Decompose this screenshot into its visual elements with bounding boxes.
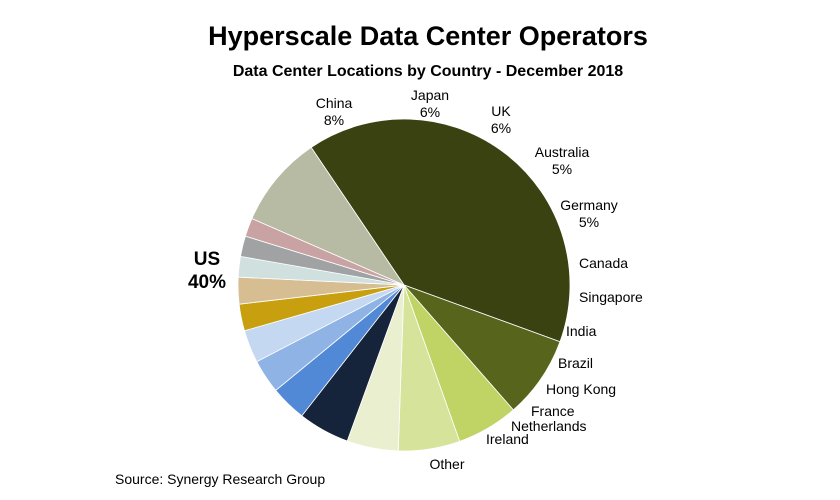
slice-label-singapore: Singapore	[579, 289, 643, 305]
slice-label-netherlands: Netherlands	[511, 418, 587, 434]
slice-label-china: China 8%	[316, 95, 353, 128]
chart-subtitle: Data Center Locations by Country - Decem…	[233, 63, 623, 80]
slice-label-japan: Japan 6%	[411, 87, 449, 120]
slice-label-brazil: Brazil	[558, 355, 593, 371]
slice-label-india: India	[566, 323, 597, 339]
pie-labels: US 40% China 8% Japan 6% UK 6% Australia 5% German…	[188, 87, 643, 472]
slice-label-uk: UK 6%	[491, 103, 512, 136]
slice-label-france: France	[531, 403, 575, 419]
slice-label-us: US 40%	[188, 249, 226, 293]
slice-label-canada: Canada	[579, 255, 628, 271]
slice-label-germany: Germany 5%	[560, 197, 618, 230]
chart-title: Hyperscale Data Center Operators	[208, 21, 648, 51]
source-note: Source: Synergy Research Group	[115, 471, 325, 487]
pie-slices	[237, 118, 571, 452]
pie-slice-us	[310, 118, 571, 343]
slice-label-hong-kong: Hong Kong	[546, 381, 616, 397]
slice-label-other: Other	[429, 456, 464, 472]
slice-label-australia: Australia 5%	[535, 144, 590, 177]
pie-slice-other	[251, 146, 406, 286]
slice-label-ireland: Ireland	[486, 431, 529, 447]
